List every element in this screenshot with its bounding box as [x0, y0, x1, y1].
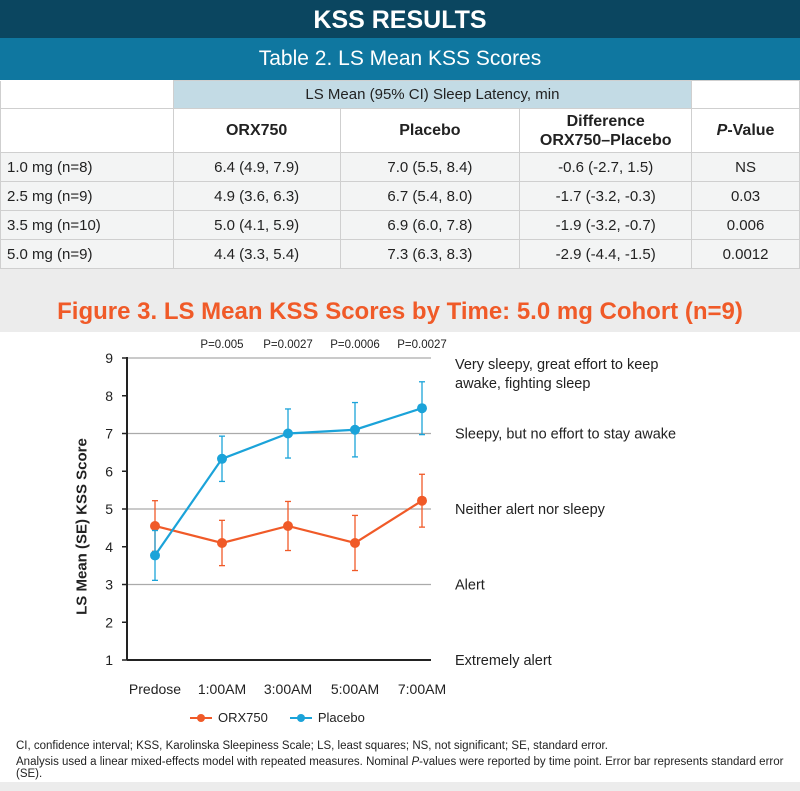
kss-level-label: Very sleepy, great effort to keep: [455, 357, 658, 373]
table-title: Table 2. LS Mean KSS Scores: [0, 38, 800, 80]
data-point: [417, 403, 427, 414]
p-value-label: P=0.005: [200, 339, 243, 351]
data-point: [417, 495, 427, 506]
table-row: 3.5 mg (n=10) 5.0 (4.1, 5.9) 6.9 (6.0, 7.8…: [0, 210, 800, 240]
table-cell: 7.0 (5.5, 8.4): [339, 152, 521, 182]
table-row: 1.0 mg (n=8) 6.4 (4.9, 7.9) 7.0 (5.5, 8.4)…: [0, 152, 800, 182]
section-title: KSS RESULTS: [0, 0, 800, 38]
figure-panel: LS Mean (SE) KSS Score 1 2 3 4 5 6 7 8 9 Predose 1…: [0, 332, 800, 782]
table-cell: 3.5 mg (n=10): [0, 210, 174, 240]
p-value-label: P=0.0006: [330, 339, 380, 351]
footnote-abbreviations: CI, confidence interval; KSS, Karolinska…: [16, 740, 608, 752]
table-cell: 5.0 (4.1, 5.9): [172, 210, 341, 240]
table-row: 2.5 mg (n=9) 4.9 (3.6, 6.3) 6.7 (5.4, 8.0)…: [0, 181, 800, 211]
table-cell: NS: [691, 152, 800, 182]
table-cell: 0.006: [691, 210, 800, 240]
kss-level-label: Neither alert nor sleepy: [455, 502, 606, 518]
y-tick-label: 4: [105, 539, 113, 555]
kss-level-label: Alert: [455, 578, 485, 594]
col-pvalue: P-Value: [691, 108, 800, 153]
y-tick-label: 7: [105, 426, 113, 442]
y-tick-label: 1: [105, 652, 113, 668]
table-cell: 0.0012: [691, 239, 800, 269]
table-cell: 6.7 (5.4, 8.0): [339, 181, 521, 211]
x-tick-label: Predose: [129, 681, 181, 697]
x-tick-label: 5:00AM: [331, 681, 379, 697]
table-cell: -0.6 (-2.7, 1.5): [519, 152, 693, 182]
p-value-label: P=0.0027: [263, 339, 313, 351]
legend: ORX750 Placebo: [190, 710, 365, 725]
p-value-label: P=0.0027: [397, 339, 447, 351]
col-placebo: Placebo: [339, 108, 521, 153]
col-orx750: ORX750: [172, 108, 341, 153]
y-tick-label: 2: [105, 614, 113, 630]
table-cell: -2.9 (-4.4, -1.5): [519, 239, 693, 269]
table-cell: 6.9 (6.0, 7.8): [339, 210, 521, 240]
footnote-analysis: Analysis used a linear mixed-effects mod…: [16, 756, 784, 780]
x-tick-label: 7:00AM: [398, 681, 446, 697]
kss-level-label: Extremely alert: [455, 653, 552, 669]
table-cell: -1.7 (-3.2, -0.3): [519, 181, 693, 211]
table-cell: -1.9 (-3.2, -0.7): [519, 210, 693, 240]
data-point: [350, 537, 360, 548]
data-point: [283, 428, 293, 439]
table-cell: 2.5 mg (n=9): [0, 181, 174, 211]
y-tick-label: 8: [105, 388, 113, 404]
y-tick-label: 6: [105, 463, 113, 479]
table-cell: 7.3 (6.3, 8.3): [339, 239, 521, 269]
y-tick-label: 9: [105, 350, 113, 366]
table-cell: 0.03: [691, 181, 800, 211]
kss-line-chart: 1 2 3 4 5 6 7 8 9 Predose 1:00AM 3:00AM 5:00AM 7:00AM…: [105, 339, 676, 697]
data-point: [350, 424, 360, 435]
table-cell: 4.9 (3.6, 6.3): [172, 181, 341, 211]
data-point: [150, 550, 160, 561]
y-tick-label: 5: [105, 501, 113, 517]
data-point: [217, 453, 227, 464]
table-cell: 1.0 mg (n=8): [0, 152, 174, 182]
col-difference: Difference ORX750–Placebo: [519, 108, 693, 153]
x-tick-label: 1:00AM: [198, 681, 246, 697]
figure-title: Figure 3. LS Mean KSS Scores by Time: 5.…: [57, 298, 743, 325]
table-cell: 5.0 mg (n=9): [0, 239, 174, 269]
legend-placebo: Placebo: [289, 710, 365, 725]
group-header: LS Mean (95% CI) Sleep Latency, min: [172, 80, 693, 109]
table-row: 5.0 mg (n=9) 4.4 (3.3, 5.4) 7.3 (6.3, 8.3)…: [0, 239, 800, 269]
legend-orx750: ORX750: [190, 710, 268, 725]
y-tick-label: 3: [105, 577, 113, 593]
data-point: [150, 520, 160, 531]
kss-table: LS Mean (95% CI) Sleep Latency, min ORX7…: [0, 80, 800, 269]
kss-level-label: awake, fighting sleep: [455, 376, 590, 392]
data-point: [283, 520, 293, 531]
kss-level-label: Sleepy, but no effort to stay awake: [455, 427, 676, 443]
table-cell: 4.4 (3.3, 5.4): [172, 239, 341, 269]
table-cell: 6.4 (4.9, 7.9): [172, 152, 341, 182]
data-point: [217, 537, 227, 548]
x-tick-label: 3:00AM: [264, 681, 312, 697]
